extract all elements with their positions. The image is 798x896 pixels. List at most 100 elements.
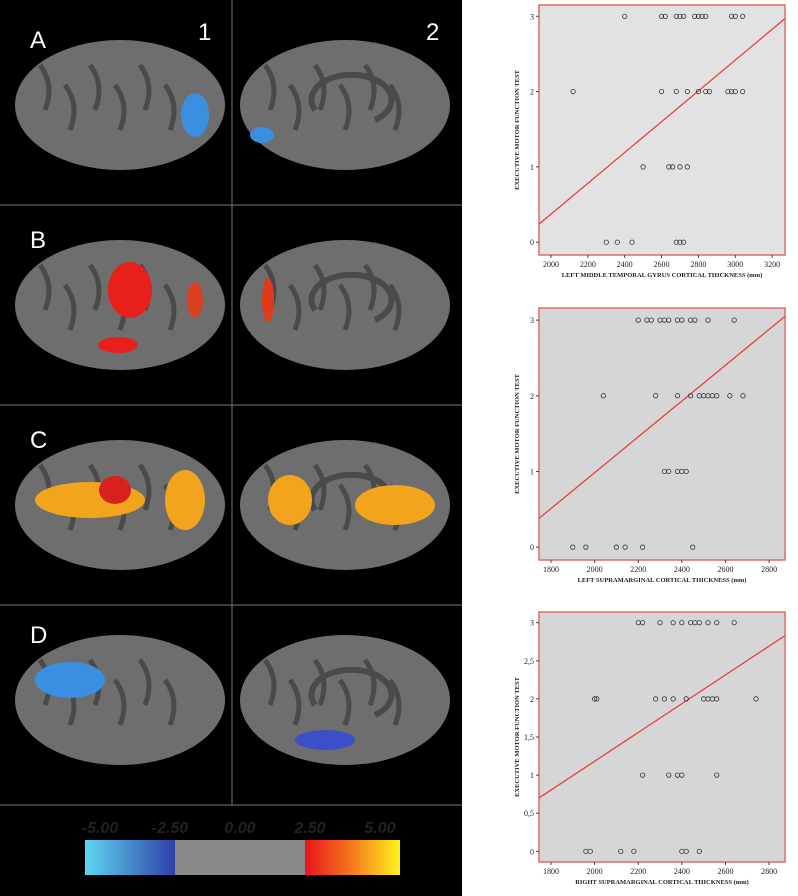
activation: [35, 662, 105, 698]
activation: [181, 93, 209, 137]
x-tick-label: 2800: [761, 565, 777, 574]
sulcus: [162, 283, 177, 331]
point: [600, 393, 606, 399]
sulcus: [162, 678, 177, 726]
row-label: A: [30, 27, 46, 54]
plot-area: [538, 611, 786, 863]
sulcus: [308, 271, 395, 323]
y-tick-label: 2,5: [524, 657, 534, 666]
sulcus: [337, 678, 352, 726]
x-axis-label: LEFT MIDDLE TEMPORAL GYRUS CORTICAL THIC…: [562, 272, 763, 279]
x-axis-label: RIGHT SUPRAMARGINAL CORTICAL THICKNESS (…: [575, 879, 749, 886]
point: [618, 848, 624, 854]
y-tick-label: 0: [530, 543, 534, 552]
colorbar-tick-label: 5.00: [364, 820, 395, 837]
point: [740, 88, 746, 95]
point: [684, 88, 690, 95]
x-tick-label: 2400: [617, 260, 633, 269]
colorbar-negative: [85, 840, 175, 875]
y-tick-label: 0: [530, 238, 534, 247]
sulcus: [87, 263, 102, 311]
x-tick-label: 1800: [543, 867, 559, 876]
y-axis-label: EXECUTIVE MOTOR FUNCTION TEST: [514, 676, 521, 797]
y-tick-label: 1: [530, 163, 534, 172]
sulcus: [137, 463, 152, 511]
point: [714, 696, 720, 702]
sulcus: [112, 678, 127, 726]
x-tick-label: 2000: [587, 867, 603, 876]
sulcus: [362, 63, 377, 111]
brain: [240, 635, 450, 765]
colorbar-positive: [305, 840, 400, 875]
point: [732, 13, 738, 19]
fit-line: [538, 315, 786, 519]
x-tick-label: 2200: [630, 867, 646, 876]
point: [732, 88, 738, 95]
point: [613, 544, 620, 550]
sulcus: [337, 283, 352, 331]
sulcus: [87, 63, 102, 111]
point: [677, 164, 683, 170]
activation: [187, 282, 203, 318]
colorbar-tick-label: 0.00: [224, 820, 255, 837]
point: [731, 317, 737, 323]
point: [666, 772, 672, 778]
point: [635, 317, 641, 323]
sulcus: [37, 63, 52, 111]
point: [690, 544, 696, 550]
y-tick-label: 2: [530, 695, 534, 704]
point: [679, 772, 685, 778]
point: [714, 393, 720, 399]
y-tick-label: 3: [530, 316, 534, 325]
point: [677, 13, 683, 19]
y-tick-label: 0,5: [524, 809, 534, 818]
sulcus: [287, 678, 302, 726]
x-axis-label: LEFT SUPRAMARGINAL CORTICAL THICKNESS (m…: [578, 577, 747, 584]
sulcus: [308, 71, 395, 123]
point: [714, 620, 720, 626]
point: [684, 164, 690, 170]
colorbar-tick-label: -2.50: [152, 820, 189, 837]
point: [714, 772, 720, 778]
point: [640, 164, 646, 170]
x-tick-label: 2200: [580, 260, 596, 269]
point: [699, 13, 705, 19]
point: [683, 848, 689, 854]
point: [631, 848, 637, 854]
activation: [108, 262, 152, 318]
point: [639, 620, 646, 626]
x-tick-label: 2000: [543, 260, 559, 269]
sulcus: [362, 263, 377, 311]
brain-images: [15, 40, 450, 765]
sulcus: [387, 83, 402, 131]
row-label: D: [30, 622, 47, 649]
sulcus: [312, 658, 327, 706]
brain: [240, 40, 450, 170]
activation: [295, 730, 355, 750]
activation: [165, 470, 205, 530]
sulcus: [37, 263, 52, 311]
y-tick-label: 1,5: [524, 733, 534, 742]
point: [662, 13, 668, 19]
point: [658, 88, 665, 95]
activation: [99, 476, 131, 504]
x-tick-label: 1800: [543, 565, 559, 574]
y-tick-label: 1: [530, 771, 534, 780]
point: [587, 848, 593, 854]
point: [603, 239, 609, 245]
column-label: 2: [426, 19, 439, 46]
sulcus: [337, 83, 352, 131]
point: [705, 317, 711, 323]
brain: [240, 240, 450, 370]
point: [692, 317, 698, 323]
sulcus: [262, 658, 277, 706]
x-tick-label: 3200: [764, 260, 780, 269]
plot-area: [538, 4, 786, 256]
x-tick-label: 2000: [587, 565, 603, 574]
point: [681, 13, 687, 19]
point: [677, 239, 683, 245]
fit-line: [538, 18, 786, 225]
point: [725, 88, 731, 95]
sulcus: [62, 283, 77, 331]
